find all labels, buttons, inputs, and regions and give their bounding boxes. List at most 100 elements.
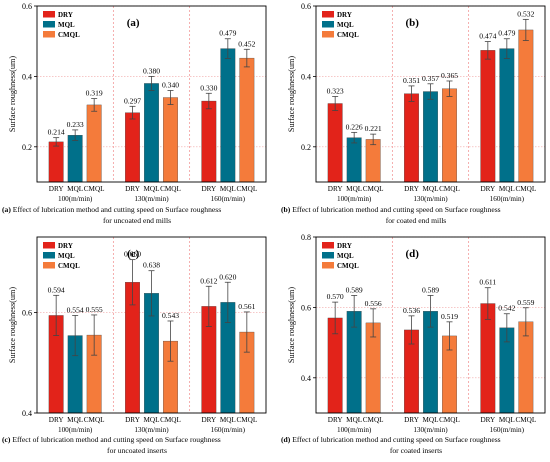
plot-frame: [315, 236, 546, 414]
bar-mql: [144, 83, 159, 183]
legend-swatch-cmql: [43, 31, 55, 38]
caption-line-2: for uncoated inserts: [107, 446, 167, 455]
legend-label: DRY: [337, 242, 352, 250]
y-tick-label: 0.2: [301, 143, 311, 152]
bar-dry: [125, 112, 140, 183]
y-tick-label: 0.8: [301, 233, 311, 242]
data-label: 0.351: [403, 76, 420, 85]
data-label: 0.559: [517, 298, 534, 307]
chart-panel-4: 0.570 DRY 0.589 MQL 0.556 CMQL 100(m/min) 0.536…: [281, 233, 546, 455]
category-tick-label: CMQL: [515, 416, 536, 424]
bar-mql: [220, 48, 236, 183]
data-label: 0.556: [365, 299, 382, 308]
panel-label: (a): [127, 17, 140, 29]
data-label: 0.611: [479, 278, 496, 287]
category-tick-label: CMQL: [363, 416, 384, 424]
plot-frame: [36, 236, 267, 414]
chart-panel-2: 0.323 DRY 0.226 MQL 0.221 CMQL 100(m/min) 0.351…: [281, 2, 546, 225]
group-label: 130(m/min): [134, 195, 169, 203]
y-axis-label: Surface roughness(um): [287, 56, 296, 132]
category-tick-label: DRY: [49, 416, 65, 424]
bar-cmql: [442, 88, 457, 183]
category-tick-label: MQL: [346, 416, 362, 424]
data-label: 0.340: [162, 80, 179, 89]
caption-text: Effect of lubrication method and cutting…: [13, 205, 221, 214]
y-tick-label: 0.6: [301, 2, 311, 11]
data-label: 0.589: [422, 285, 439, 294]
bar-mql: [423, 91, 438, 183]
y-tick-label: 0.4: [22, 72, 32, 81]
bar-cmql: [86, 104, 102, 183]
y-axis-label: Surface roughness(um): [8, 287, 17, 363]
category-tick-label: MQL: [67, 416, 83, 424]
data-label: 0.612: [200, 276, 217, 285]
data-label: 0.543: [162, 311, 179, 320]
legend-swatch-mql: [43, 252, 55, 259]
data-label: 0.570: [327, 292, 344, 301]
group-label: 130(m/min): [413, 195, 448, 203]
bar-dry: [480, 50, 496, 183]
bar-cmql: [163, 97, 178, 183]
category-tick-label: CMQL: [160, 416, 181, 424]
caption-label: (b): [281, 205, 292, 214]
data-label: 0.474: [479, 32, 496, 41]
legend-swatch-mql: [322, 252, 334, 259]
y-axis-label: Surface roughness(um): [8, 56, 17, 132]
data-label: 0.233: [67, 120, 84, 129]
legend-label: DRY: [337, 11, 352, 19]
y-tick-label: 0.6: [22, 308, 32, 317]
y-tick-label: 0.4: [301, 72, 311, 81]
data-label: 0.214: [48, 128, 65, 137]
data-label: 0.620: [219, 272, 236, 281]
group-label: 100(m/min): [58, 426, 93, 434]
bar-mql: [499, 48, 515, 183]
category-tick-label: DRY: [404, 416, 420, 424]
category-tick-label: CMQL: [160, 185, 181, 193]
y-tick-label: 0.4: [22, 409, 32, 418]
bar-cmql: [239, 57, 255, 183]
caption-line-1: (b) Effect of lubrication method and cut…: [281, 205, 501, 214]
data-label: 0.380: [143, 66, 160, 75]
group-label: 100(m/min): [58, 195, 93, 203]
category-tick-label: MQL: [423, 185, 439, 193]
data-label: 0.555: [86, 305, 103, 314]
bar-dry: [480, 303, 496, 414]
legend-swatch-cmql: [322, 262, 334, 269]
data-label: 0.532: [517, 9, 534, 18]
legend-label: CMQL: [58, 262, 80, 270]
category-tick-label: DRY: [404, 185, 420, 193]
category-tick-label: DRY: [49, 185, 65, 193]
legend-label: MQL: [58, 21, 75, 29]
category-tick-label: DRY: [201, 416, 217, 424]
group-label: 130(m/min): [413, 426, 448, 434]
category-tick-label: CMQL: [515, 185, 536, 193]
plot-frame: [315, 5, 546, 183]
data-label: 0.589: [346, 285, 363, 294]
caption-line-2: for coated inserts: [390, 446, 442, 455]
category-tick-label: MQL: [220, 416, 236, 424]
data-label: 0.365: [441, 71, 458, 80]
data-label: 0.660: [124, 250, 141, 259]
data-label: 0.479: [498, 29, 515, 38]
group-label: 160(m/min): [211, 426, 246, 434]
caption-line-1: (a) Effect of lubrication method and cut…: [2, 205, 221, 214]
legend-label: DRY: [58, 11, 73, 19]
category-tick-label: MQL: [144, 416, 160, 424]
data-label: 0.357: [422, 74, 439, 83]
category-tick-label: DRY: [125, 416, 141, 424]
category-tick-label: MQL: [499, 185, 515, 193]
y-tick-label: 0.6: [22, 2, 32, 11]
category-tick-label: DRY: [480, 416, 496, 424]
data-label: 0.519: [441, 312, 458, 321]
bar-cmql: [365, 139, 381, 183]
group-label: 130(m/min): [134, 426, 169, 434]
category-tick-label: DRY: [480, 185, 496, 193]
bar-dry: [201, 100, 217, 183]
data-label: 0.542: [498, 304, 515, 313]
data-label: 0.297: [124, 96, 141, 105]
bar-dry: [327, 103, 343, 183]
group-label: 100(m/min): [337, 426, 372, 434]
data-label: 0.536: [403, 306, 420, 315]
category-tick-label: DRY: [328, 185, 344, 193]
